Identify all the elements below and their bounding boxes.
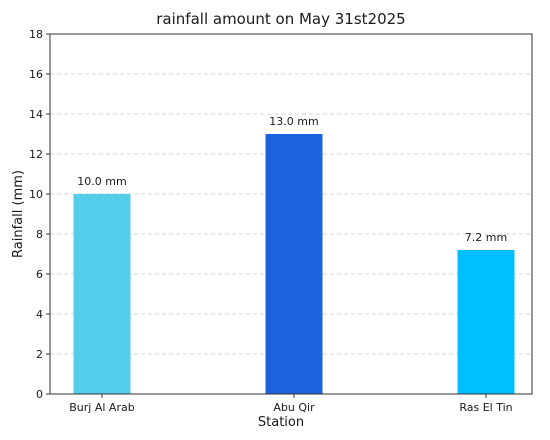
- bar-value-label: 13.0 mm: [269, 115, 318, 128]
- x-axis-ticks: Burj Al Arab Abu Qir Ras El Tin: [69, 394, 513, 414]
- data-labels: 10.0 mm 13.0 mm 7.2 mm: [77, 115, 507, 244]
- y-tick-label: 2: [36, 348, 43, 361]
- y-tick-label: 14: [29, 108, 43, 121]
- y-tick-label: 4: [36, 308, 43, 321]
- x-axis-label: Station: [258, 415, 304, 430]
- plot-frame: [49, 33, 533, 395]
- chart-title: rainfall amount on May 31st2025: [156, 10, 405, 28]
- y-axis-ticks: 0 2 4 6 8 10 12 14 16 18: [29, 28, 50, 401]
- bars: [73, 134, 515, 394]
- y-tick-label: 12: [29, 148, 43, 161]
- bar-value-label: 10.0 mm: [77, 175, 126, 188]
- y-tick-label: 16: [29, 68, 43, 81]
- y-axis-label: Rainfall (mm): [11, 170, 26, 258]
- bar: [265, 134, 323, 394]
- y-tick-label: 10: [29, 188, 43, 201]
- y-tick-label: 8: [36, 228, 43, 241]
- bar: [73, 194, 131, 394]
- bar-value-label: 7.2 mm: [465, 231, 507, 244]
- bar: [457, 250, 515, 394]
- y-tick-label: 0: [36, 388, 43, 401]
- x-tick-label: Burj Al Arab: [69, 401, 134, 414]
- y-tick-label: 18: [29, 28, 43, 41]
- x-tick-label: Ras El Tin: [459, 401, 512, 414]
- x-tick-label: Abu Qir: [273, 401, 315, 414]
- y-tick-label: 6: [36, 268, 43, 281]
